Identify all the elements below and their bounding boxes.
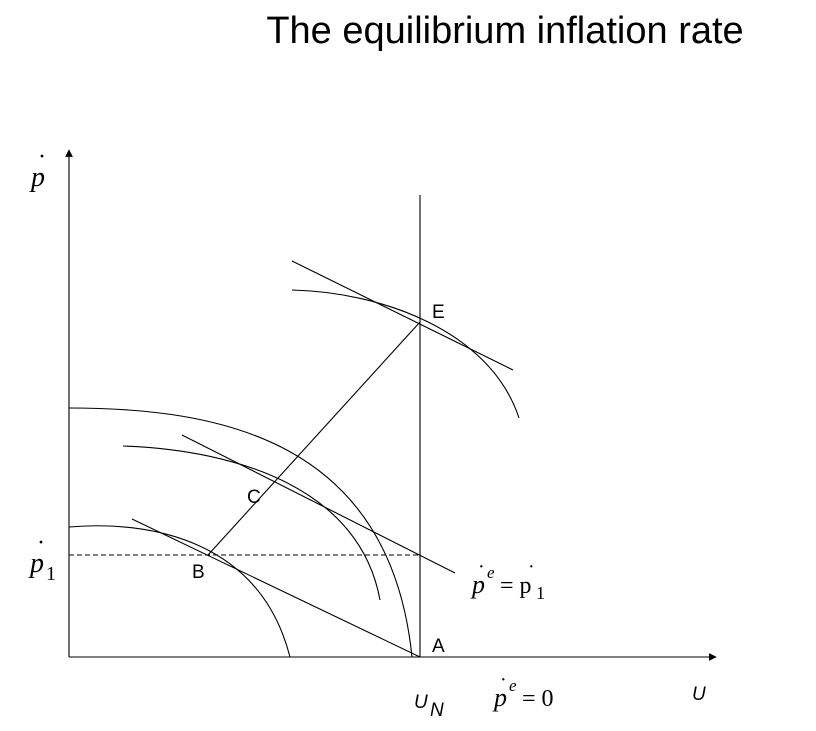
curve-label-pe-0: p · e = 0	[492, 669, 554, 712]
svg-text:N: N	[430, 700, 444, 721]
preference-curve-inner	[68, 525, 291, 658]
point-label-a: A	[432, 636, 445, 657]
svg-text:1: 1	[536, 583, 545, 603]
point-label-e: E	[432, 302, 445, 323]
phillips-line-upper	[291, 260, 514, 371]
preference-curve-upper	[291, 289, 520, 419]
svg-text:·: ·	[528, 556, 535, 578]
page-title: The equilibrium inflation rate	[266, 10, 744, 52]
p1-label: p 1 ·	[28, 530, 56, 585]
svg-text:e: e	[487, 563, 495, 582]
svg-text:U: U	[414, 692, 428, 713]
preference-curve-mid	[122, 445, 381, 601]
svg-text:= p: = p	[500, 573, 532, 599]
phillips-line-pe-p1	[181, 434, 456, 574]
svg-text:= 0: = 0	[522, 686, 554, 712]
svg-text:·: ·	[500, 669, 507, 691]
preference-curve-outer	[68, 407, 413, 658]
svg-text:p: p	[29, 162, 45, 193]
svg-text:p: p	[492, 683, 507, 712]
svg-text:·: ·	[478, 556, 485, 578]
svg-text:p: p	[470, 570, 485, 599]
svg-text:·: ·	[38, 144, 46, 170]
un-label: U N	[414, 692, 444, 721]
svg-text:p: p	[28, 548, 44, 579]
phillips-line-pe-0	[131, 518, 421, 658]
curve-label-pe-p1: p · e = p · 1	[470, 556, 545, 603]
svg-text:·: ·	[37, 530, 45, 556]
expansion-path-line	[207, 321, 421, 556]
svg-text:1: 1	[46, 563, 56, 585]
point-label-c: C	[247, 487, 261, 508]
x-axis-label: U	[692, 684, 706, 705]
y-axis-label: p ·	[29, 144, 46, 193]
svg-text:e: e	[509, 676, 517, 695]
point-label-b: B	[192, 562, 205, 583]
